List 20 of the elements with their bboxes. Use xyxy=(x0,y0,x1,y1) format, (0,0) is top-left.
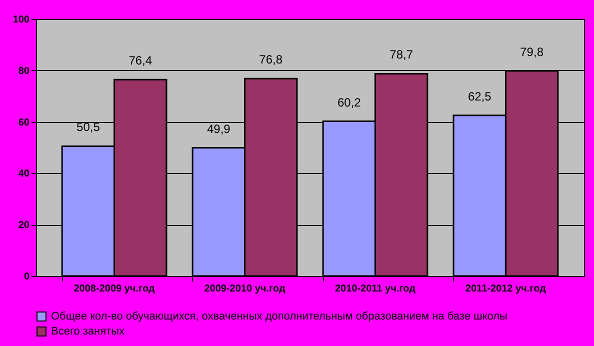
x-tick-label: 2011-2012 уч.год xyxy=(465,284,547,294)
y-tick-label: 40 xyxy=(18,168,30,180)
data-label: 49,9 xyxy=(206,122,231,136)
data-label: 76,8 xyxy=(259,52,283,67)
y-tick-label: 100 xyxy=(12,14,30,26)
x-tick-label: 2008-2009 уч.год xyxy=(74,284,156,294)
x-tick-label: 2009-2010 уч.год xyxy=(204,284,286,294)
data-label: 76,4 xyxy=(128,54,152,68)
data-label: 79,8 xyxy=(520,44,544,59)
y-tick-label: 20 xyxy=(18,220,30,232)
data-label: 60,2 xyxy=(337,95,362,110)
y-tick-label: 0 xyxy=(24,272,30,282)
x-tick-label: 2010-2011 уч.год xyxy=(334,284,416,294)
legend-label: Общее кол-во обучающихся, охваченных дополнительным образованием на базе школы xyxy=(51,310,508,322)
y-tick-label: 60 xyxy=(18,117,30,128)
y-tick-label: 80 xyxy=(18,66,30,77)
data-label: 50,5 xyxy=(76,120,100,134)
data-label: 78,7 xyxy=(390,48,414,62)
legend-label: Всего занятых xyxy=(51,326,126,338)
data-label: 62,5 xyxy=(468,89,492,104)
